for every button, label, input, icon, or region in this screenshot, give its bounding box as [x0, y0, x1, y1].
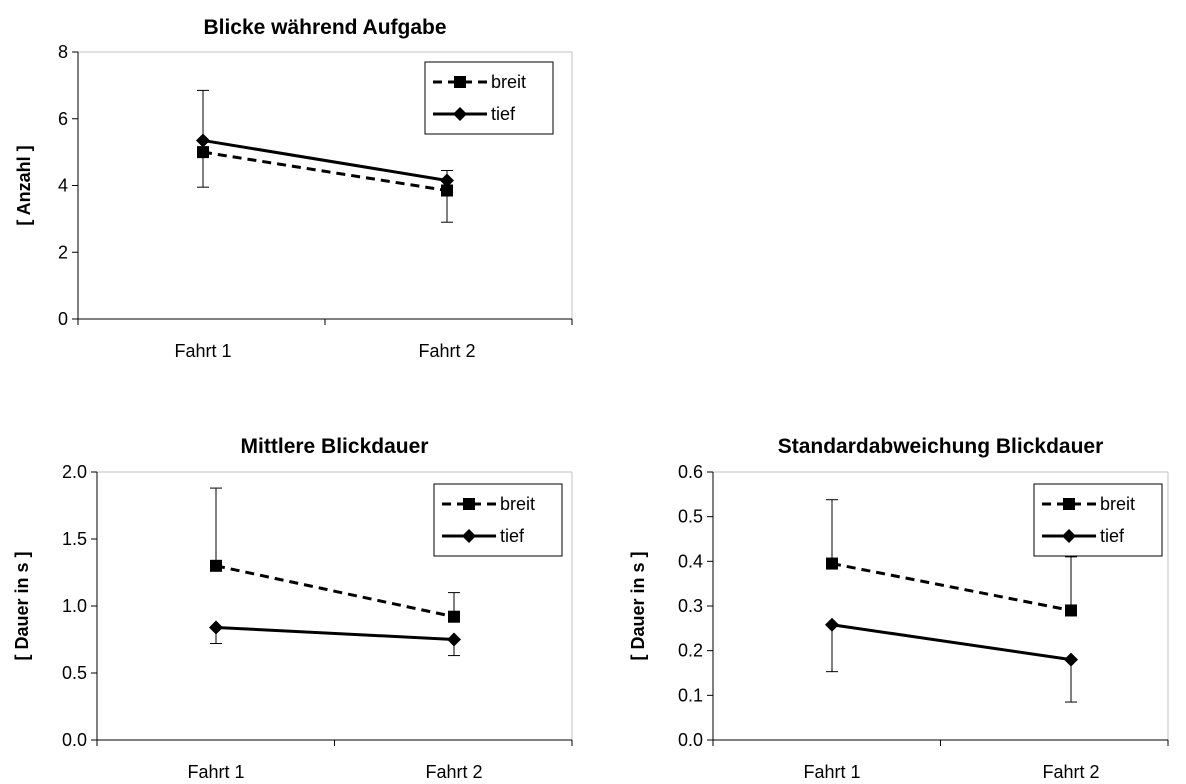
y-tick-label: 6: [58, 109, 68, 129]
chart-title: Blicke während Aufgabe: [203, 16, 446, 39]
series-line-breit: [202, 150, 448, 192]
y-tick-label: 2.0: [62, 462, 87, 482]
legend: breit tief: [433, 483, 563, 557]
data-point-square: [826, 557, 838, 570]
legend-label-tief: tief: [500, 526, 525, 546]
data-point-diamond: [209, 620, 223, 635]
x-tick-label: Fahrt 2: [425, 762, 482, 782]
x-tick-label: Fahrt 1: [803, 762, 860, 782]
legend-label-breit: breit: [1100, 494, 1135, 514]
chart-title: Mittlere Blickdauer: [241, 435, 429, 458]
x-tick-label: Fahrt 1: [187, 762, 244, 782]
legend-marker-diamond: [453, 107, 467, 121]
chart-3: Standardabweichung Blickdauer [ Dauer in …: [628, 435, 1169, 782]
data-point-diamond: [825, 617, 839, 632]
legend-box: [433, 483, 563, 557]
series-line-breit: [215, 564, 455, 619]
legend-marker-diamond: [462, 529, 476, 543]
data-point-square: [210, 559, 222, 572]
y-tick-label: 0.6: [678, 462, 703, 482]
series-line-tief: [202, 138, 448, 182]
y-tick-label: 8: [58, 42, 68, 62]
y-tick-label: 4: [58, 176, 68, 196]
x-tick-label: Fahrt 2: [418, 341, 475, 361]
data-point-diamond: [440, 173, 454, 188]
legend-marker-square: [1063, 498, 1075, 510]
y-tick-label: 0.2: [678, 641, 703, 661]
y-tick-label: 0.5: [62, 663, 87, 683]
legend-label-breit: breit: [500, 494, 535, 514]
y-tick-label: 2: [58, 242, 68, 262]
series-breit: [826, 499, 1077, 617]
y-tick-label: 0.1: [678, 685, 703, 705]
data-point-square: [441, 184, 453, 197]
legend-box: [424, 61, 554, 135]
series-breit: [197, 146, 453, 223]
chart-2: Mittlere Blickdauer [ Dauer in s ] 0.0 0.5 1…: [12, 435, 573, 782]
y-axis-label: [ Dauer in s ]: [628, 551, 648, 660]
y-tick-label: 0.0: [678, 730, 703, 750]
y-tick-label: 0.3: [678, 596, 703, 616]
legend-marker-square: [463, 498, 475, 510]
series-tief: [209, 620, 461, 657]
y-tick-label: 0.4: [678, 551, 703, 571]
x-tick-label: Fahrt 1: [174, 341, 231, 361]
legend-label-tief: tief: [491, 104, 516, 124]
x-tick-label: Fahrt 2: [1042, 762, 1099, 782]
data-point-square: [448, 610, 460, 623]
y-tick-label: 0.5: [678, 507, 703, 527]
legend: breit tief: [1033, 483, 1163, 557]
data-point-square: [1065, 604, 1077, 617]
legend: breit tief: [424, 61, 554, 135]
y-tick-label: 1.5: [62, 529, 87, 549]
y-axis-label: [ Dauer in s ]: [12, 551, 32, 660]
legend-label-tief: tief: [1100, 526, 1125, 546]
series-line-tief: [831, 623, 1072, 662]
series-breit: [210, 487, 460, 623]
y-tick-label: 0: [58, 309, 68, 329]
y-axis-label: [ Anzahl ]: [14, 145, 34, 225]
data-point-diamond: [196, 133, 210, 148]
data-point-square: [197, 146, 209, 159]
y-tick-label: 1.0: [62, 596, 87, 616]
series-line-tief: [215, 625, 455, 641]
series-tief: [196, 89, 454, 188]
legend-marker-square: [454, 76, 466, 88]
chart-title: Standardabweichung Blickdauer: [778, 435, 1104, 458]
legend-marker-diamond: [1062, 529, 1076, 543]
series-tief: [825, 617, 1078, 703]
legend-label-breit: breit: [491, 72, 526, 92]
y-tick-label: 0.0: [62, 730, 87, 750]
series-line-breit: [831, 562, 1072, 612]
data-point-diamond: [1064, 652, 1078, 667]
data-point-diamond: [447, 632, 461, 647]
chart-1: Blicke während Aufgabe [ Anzahl ] 0 2 4 6 8 Fah…: [14, 16, 573, 361]
legend-box: [1033, 483, 1163, 557]
